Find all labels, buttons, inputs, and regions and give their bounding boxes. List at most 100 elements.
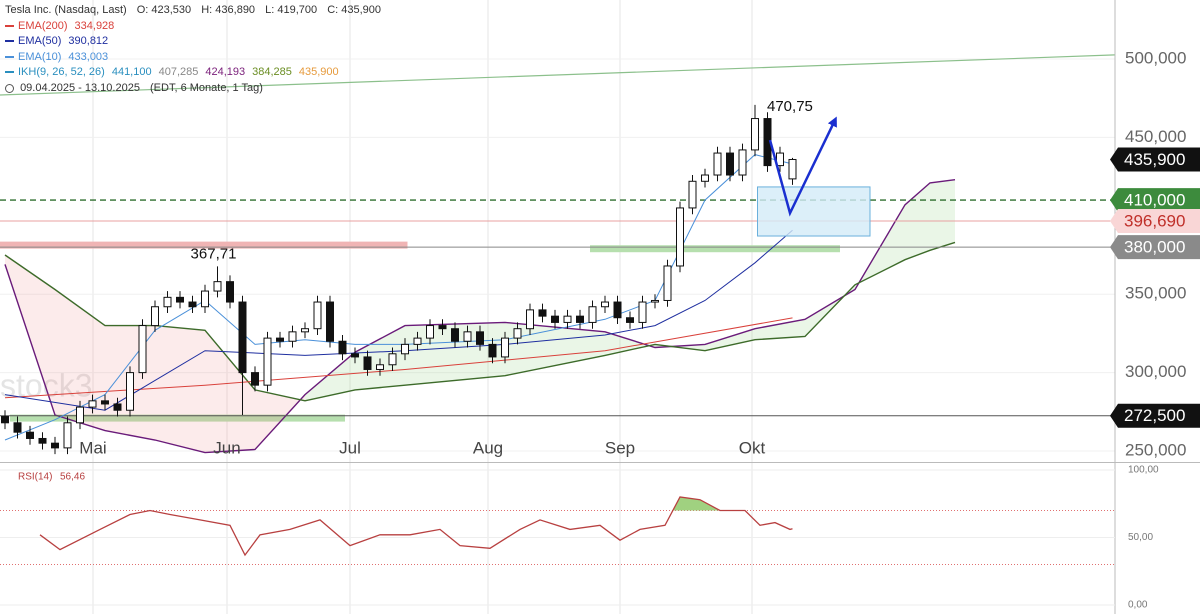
price-box — [1110, 235, 1200, 260]
candle-body — [538, 309, 547, 317]
legend-label: EMA(50) — [18, 35, 62, 48]
candle-body — [513, 328, 522, 339]
target-box — [757, 186, 871, 237]
candle-body — [726, 152, 734, 176]
candle-body — [476, 331, 484, 345]
candle-body — [101, 400, 109, 405]
candle-body — [288, 331, 297, 342]
cloud-fill — [155, 325, 205, 453]
price-box-label: 380,000 — [1124, 238, 1185, 257]
candle-body — [338, 340, 347, 355]
legend-swatch — [5, 40, 14, 43]
candle-body — [563, 315, 572, 323]
candle-body — [688, 180, 697, 209]
legend-entry: EMA(50) 390,812 — [5, 34, 381, 50]
candle-body — [26, 431, 34, 439]
candle-body — [601, 301, 609, 308]
cloud-fill — [705, 328, 755, 351]
candle-body — [188, 301, 197, 308]
candle-body — [426, 325, 434, 339]
x-tick-label: Jul — [339, 438, 361, 457]
candle-body — [401, 343, 409, 355]
y-tick-label: 350,000 — [1125, 284, 1186, 303]
ohlc: C: 435,900 — [327, 4, 382, 16]
price-box-label: 410,000 — [1124, 191, 1185, 210]
candle-body — [226, 281, 234, 303]
rsi-label: RSI(14) — [18, 472, 52, 483]
candle-body — [701, 174, 709, 182]
ichimoku-line — [4, 179, 956, 454]
candle-body — [301, 328, 309, 333]
arrow — [768, 116, 837, 217]
legend-value: 407,285 — [158, 66, 199, 79]
cloud-fill — [505, 322, 605, 376]
legend-swatch — [5, 24, 14, 27]
legend-rows: EMA(200) 334,928 EMA(50) 390,812 EMA(10) 433,… — [5, 19, 381, 81]
rsi-fill — [672, 497, 720, 511]
candle-body — [638, 301, 647, 323]
legend-entry: EMA(200) 334,928 — [5, 19, 381, 35]
candle-body — [351, 353, 359, 358]
y-tick-label: 300,000 — [1125, 362, 1186, 381]
candle-body — [676, 207, 684, 267]
candle-body — [663, 265, 672, 301]
legend: Tesla Inc. (Nasdaq, Last) O: 423,530 H: … — [5, 3, 381, 97]
cloud-fill — [205, 330, 255, 453]
candle-body — [613, 301, 622, 319]
candle-body — [388, 353, 397, 366]
legend-label: EMA(200) — [18, 19, 68, 32]
candle-body — [626, 317, 634, 323]
x-tick-label: Aug — [473, 438, 503, 457]
candle-body — [276, 337, 284, 342]
y-tick-label: 500,000 — [1125, 48, 1186, 67]
candle-body — [138, 325, 147, 374]
candle-body — [526, 309, 534, 330]
cloud-fill — [755, 319, 805, 340]
y-tick-label: 100,00 — [1128, 465, 1159, 476]
annotation: 367,71 — [191, 245, 237, 262]
ohlc: L: 419,700 — [265, 4, 318, 16]
y-tick-label: 450,000 — [1125, 127, 1186, 146]
cloud-fill — [305, 352, 355, 401]
trendline — [0, 54, 1116, 96]
candle-body — [88, 400, 97, 408]
candle-body — [51, 442, 59, 449]
candle-body — [738, 149, 747, 176]
legend-swatch — [5, 55, 14, 58]
zone — [590, 245, 840, 253]
rsi-value: 56,46 — [60, 472, 85, 483]
candle-body — [451, 328, 459, 342]
candle-body — [38, 437, 47, 444]
title: Tesla Inc. (Nasdaq, Last) — [5, 4, 127, 16]
candle-body — [176, 296, 184, 303]
price-box-label: 272,500 — [1124, 406, 1185, 425]
legend-value: 334,928 — [74, 19, 115, 32]
x-tick-label: Okt — [739, 438, 766, 457]
candle-body — [313, 301, 322, 330]
ohlc: O: 423,530 — [136, 4, 192, 16]
candle-body — [126, 372, 134, 411]
zone — [0, 241, 408, 249]
candle-body — [163, 296, 172, 308]
candle-body — [1, 416, 9, 424]
cloud-fill — [255, 389, 305, 450]
candle-body — [213, 281, 222, 292]
candle-body — [13, 422, 22, 433]
rsi-line — [39, 496, 793, 557]
annotation: 470,75 — [767, 98, 813, 115]
candle-body — [751, 118, 759, 151]
legend-entry: EMA(10) 433,003 — [5, 50, 381, 66]
range-note: (EDT, 6 Monate, 1 Tag) — [150, 81, 263, 94]
candle-body — [326, 301, 334, 342]
legend-value: 384,285 — [252, 66, 292, 79]
ohlc: H: 436,890 — [201, 4, 256, 16]
price-box — [1110, 403, 1200, 428]
candle-body — [651, 299, 659, 303]
cloud-fill — [930, 179, 955, 251]
ema-line — [4, 154, 793, 441]
candle-body — [413, 337, 422, 345]
candle-body — [251, 372, 259, 386]
zone — [10, 414, 345, 422]
